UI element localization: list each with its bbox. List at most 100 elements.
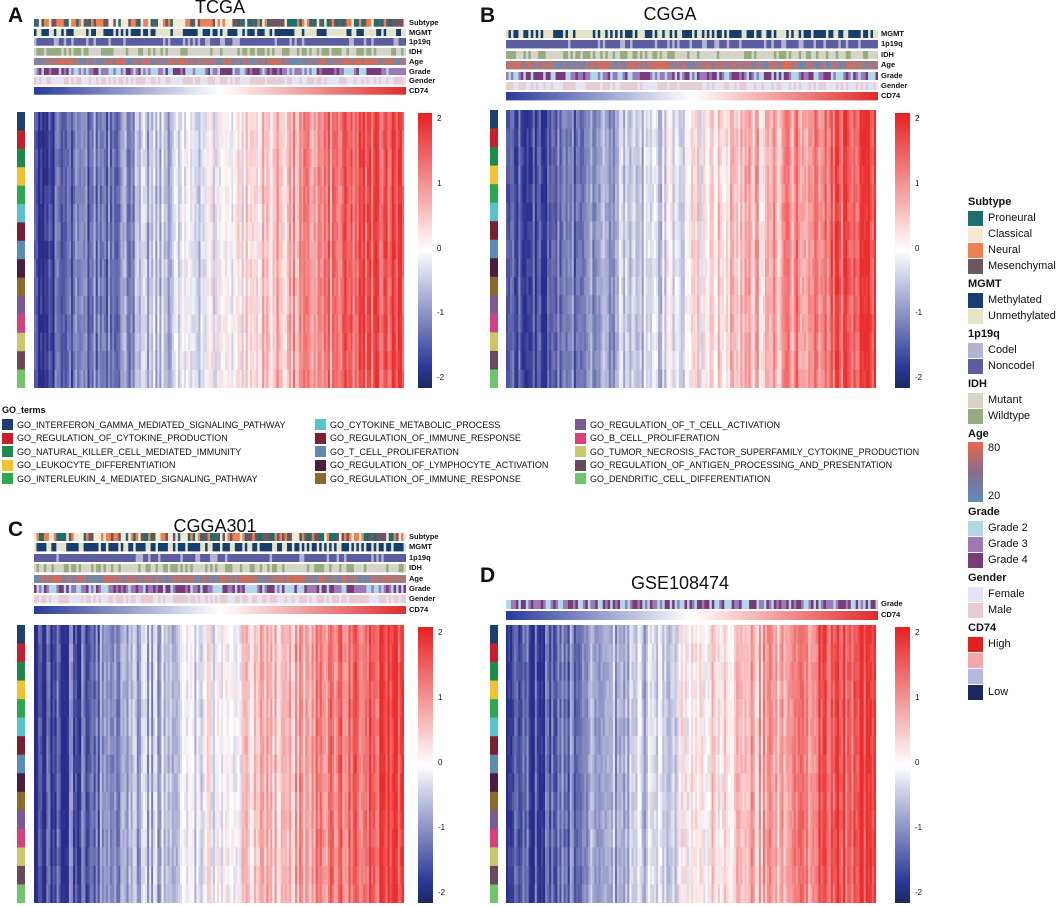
- track-cell: [76, 19, 80, 27]
- heatmap-cell: [91, 332, 94, 352]
- heatmap-cell: [508, 184, 511, 204]
- track-cell: [716, 82, 720, 91]
- heatmap-cell: [332, 332, 335, 352]
- go-row-swatch: [490, 147, 498, 166]
- heatmap-cell: [342, 185, 345, 205]
- heatmap-cell: [219, 240, 222, 260]
- heatmap-cell: [295, 240, 298, 260]
- heatmap-cell: [293, 148, 296, 168]
- heatmap-cell: [321, 369, 325, 388]
- track-cell: [828, 71, 832, 80]
- track-cell: [568, 61, 571, 70]
- track-cell: [533, 61, 537, 70]
- heatmap-cell: [381, 351, 384, 370]
- track-cell: [291, 57, 295, 66]
- heatmap-cell: [163, 314, 166, 334]
- heatmap-cell: [34, 296, 37, 315]
- heatmap-cell: [395, 314, 399, 334]
- track-cell: [358, 19, 362, 27]
- track-cell: [98, 19, 102, 27]
- heatmap-cell: [231, 277, 234, 297]
- track-cell: [197, 57, 201, 66]
- track-cell: [314, 19, 318, 27]
- heatmap-cell: [202, 167, 205, 186]
- track-cell: [550, 61, 554, 70]
- heatmap-cell: [167, 259, 171, 278]
- track-cell: [746, 50, 750, 60]
- heatmap-cell: [325, 167, 329, 186]
- heatmap-cell: [526, 369, 529, 388]
- track-cell: [714, 40, 718, 49]
- heatmap-cell: [95, 296, 99, 315]
- heatmap-cell: [40, 130, 43, 150]
- heatmap-cell: [346, 296, 349, 315]
- track-cell: [331, 77, 335, 85]
- track-cell: [86, 48, 89, 56]
- heatmap-cell: [369, 332, 372, 352]
- heatmap-cell: [297, 277, 300, 297]
- heatmap-cell: [56, 148, 60, 168]
- track-cell: [353, 19, 357, 27]
- heatmap-cell: [219, 112, 222, 131]
- heatmap-cell: [352, 112, 356, 131]
- heatmap-cell: [344, 112, 347, 131]
- heatmap-cell: [126, 259, 129, 278]
- heatmap-cell: [315, 148, 319, 168]
- track-cell: [289, 28, 293, 37]
- heatmap-cell: [249, 167, 253, 186]
- heatmap-cell: [280, 112, 284, 131]
- go-row-swatch: [490, 350, 498, 370]
- heatmap-cell: [161, 148, 164, 168]
- track-cell: [401, 57, 404, 66]
- track-cell: [108, 67, 112, 76]
- track-cell: [378, 67, 382, 76]
- track-cell: [520, 82, 524, 91]
- heatmap-cell: [330, 277, 333, 297]
- heatmap-cell: [198, 185, 201, 205]
- track-cell: [602, 30, 606, 39]
- track-cell: [739, 50, 742, 60]
- track-cell: [296, 28, 300, 37]
- track-cell: [758, 50, 762, 60]
- heatmap-cell: [173, 130, 177, 150]
- heatmap-cell: [77, 314, 80, 334]
- track-cell: [135, 77, 139, 85]
- track-cell: [96, 57, 99, 66]
- heatmap-cell: [321, 277, 325, 297]
- track-cell: [637, 71, 641, 80]
- heatmap-cell: [97, 240, 101, 260]
- heatmap-cell: [371, 296, 374, 315]
- heatmap-cell: [229, 259, 232, 278]
- track-cell: [100, 19, 104, 27]
- heatmap-cell: [44, 204, 47, 223]
- heatmap-cell: [334, 259, 337, 278]
- heatmap-cell: [110, 314, 113, 334]
- heatmap-cell: [145, 369, 148, 388]
- track-cell: [361, 28, 365, 37]
- heatmap-cell: [52, 167, 55, 186]
- heatmap-cell: [122, 332, 125, 352]
- heatmap-cell: [36, 314, 39, 334]
- heatmap-cell: [344, 167, 347, 186]
- heatmap-cell: [540, 369, 544, 388]
- heatmap-cell: [528, 258, 532, 278]
- heatmap-cell: [114, 167, 117, 186]
- heatmap-cell: [83, 351, 86, 370]
- track-cell: [838, 40, 842, 49]
- track-cell: [515, 82, 519, 91]
- heatmap-cell: [91, 185, 94, 205]
- heatmap-cell: [188, 130, 191, 150]
- track-cell: [649, 71, 653, 80]
- track-cell: [115, 19, 119, 27]
- heatmap-cell: [379, 112, 382, 131]
- heatmap-cell: [530, 165, 534, 185]
- heatmap-cell: [155, 112, 158, 131]
- heatmap-cell: [367, 332, 370, 352]
- heatmap-cell: [130, 204, 134, 223]
- heatmap-cell: [42, 314, 45, 334]
- heatmap-cell: [251, 314, 255, 334]
- track-cell: [224, 38, 228, 47]
- track-cell: [222, 57, 226, 66]
- heatmap-cell: [514, 165, 517, 185]
- heatmap-cell: [208, 204, 212, 223]
